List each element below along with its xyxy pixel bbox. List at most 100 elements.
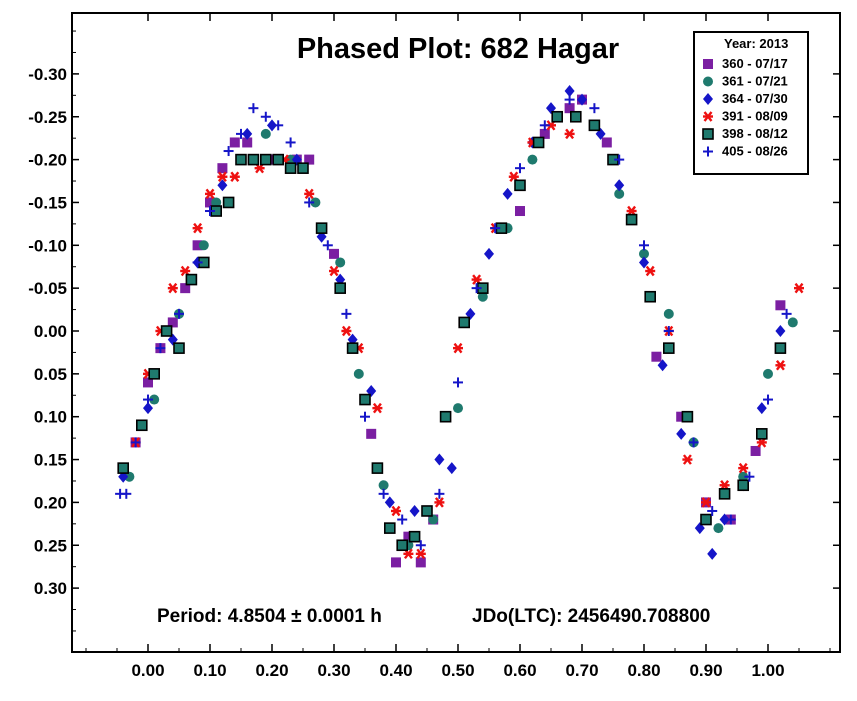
data-point	[383, 522, 396, 534]
data-point	[167, 317, 178, 328]
data-point	[359, 393, 371, 406]
data-point	[744, 471, 755, 482]
data-point	[577, 93, 587, 106]
x-tick-label: 0.80	[627, 661, 660, 680]
data-point	[341, 308, 352, 319]
data-point	[428, 514, 439, 525]
data-point	[589, 103, 600, 114]
legend-marker	[703, 93, 713, 105]
data-point	[588, 119, 601, 132]
data-point	[160, 325, 173, 337]
legend-marker	[703, 59, 713, 69]
data-point	[707, 505, 718, 516]
data-point	[662, 342, 675, 354]
data-point	[192, 257, 203, 268]
data-point	[247, 153, 260, 166]
data-point	[564, 85, 575, 98]
data-point	[205, 206, 215, 217]
data-point	[366, 428, 377, 439]
data-point	[267, 119, 277, 132]
series-4	[118, 120, 804, 560]
data-point	[477, 291, 488, 302]
data-point	[458, 316, 471, 329]
data-point	[136, 419, 148, 432]
legend-entry-label: 405 - 08/26	[722, 144, 788, 159]
data-point	[515, 206, 525, 217]
data-point-stroke	[416, 548, 426, 560]
data-point	[285, 137, 296, 148]
data-point	[681, 410, 694, 423]
data-point	[267, 154, 277, 165]
x-tick-label: 0.00	[131, 661, 164, 680]
data-point	[117, 462, 129, 474]
data-point	[180, 283, 191, 294]
data-point	[781, 308, 792, 319]
data-point	[676, 427, 687, 440]
data-point	[329, 248, 339, 259]
legend-box	[693, 31, 809, 175]
data-point	[707, 547, 718, 560]
legend-marker	[703, 111, 713, 122]
y-tick-label: -0.20	[28, 151, 67, 170]
data-point	[737, 479, 750, 492]
data-point	[564, 94, 575, 105]
data-point	[434, 488, 445, 499]
data-point	[334, 282, 347, 294]
data-point-stroke	[565, 128, 575, 140]
x-tick-label: 1.00	[751, 661, 784, 680]
data-point	[719, 513, 730, 526]
data-point	[787, 317, 798, 328]
data-point	[124, 471, 135, 482]
data-point	[285, 154, 296, 165]
data-point-stroke	[645, 265, 655, 277]
data-point	[614, 179, 625, 192]
data-point	[360, 411, 370, 422]
legend: Year: 2013 360 - 07/17 361 - 07/21 364 - 0…	[693, 31, 809, 175]
x-tick-label: 0.60	[503, 661, 536, 680]
data-point	[155, 343, 166, 354]
legend-entry-label: 398 - 08/12	[722, 126, 788, 141]
data-point	[403, 531, 414, 542]
data-point	[527, 154, 538, 165]
data-point	[453, 342, 463, 354]
data-point	[329, 265, 339, 277]
data-point	[304, 154, 315, 165]
data-point	[701, 497, 711, 508]
epoch-annotation: JDo(LTC): 2456490.708800	[472, 606, 710, 627]
data-point	[676, 411, 687, 422]
y-tick-label: 0.30	[34, 579, 67, 598]
data-point-stroke	[329, 265, 339, 277]
data-point	[434, 497, 445, 508]
y-tick-label: 0.05	[34, 365, 67, 384]
data-point-stroke	[775, 360, 785, 371]
data-point	[763, 368, 773, 379]
x-tick-label: 0.30	[317, 661, 350, 680]
data-point	[532, 136, 545, 149]
data-point	[273, 120, 284, 131]
legend-title: Year: 2013	[724, 36, 788, 51]
data-point	[130, 437, 141, 448]
data-point	[149, 394, 160, 405]
data-point-stroke	[205, 188, 215, 200]
data-point-stroke	[372, 402, 382, 414]
data-point	[260, 111, 271, 122]
y-tick-label: 0.25	[34, 536, 67, 555]
data-point	[639, 240, 649, 251]
data-point	[564, 128, 575, 140]
data-point	[415, 557, 426, 568]
data-point	[644, 290, 657, 303]
data-point	[259, 153, 272, 166]
y-tick-label: -0.30	[28, 65, 67, 84]
data-point-stroke	[217, 171, 227, 182]
data-point	[409, 504, 420, 517]
data-point	[192, 240, 203, 251]
x-tick-label: 0.40	[379, 661, 412, 680]
data-point	[539, 120, 550, 131]
data-point	[248, 103, 259, 114]
data-point	[174, 308, 184, 319]
data-point	[625, 213, 638, 226]
data-point	[371, 462, 384, 474]
data-point	[639, 248, 649, 259]
x-tick-label: 0.10	[193, 661, 226, 680]
